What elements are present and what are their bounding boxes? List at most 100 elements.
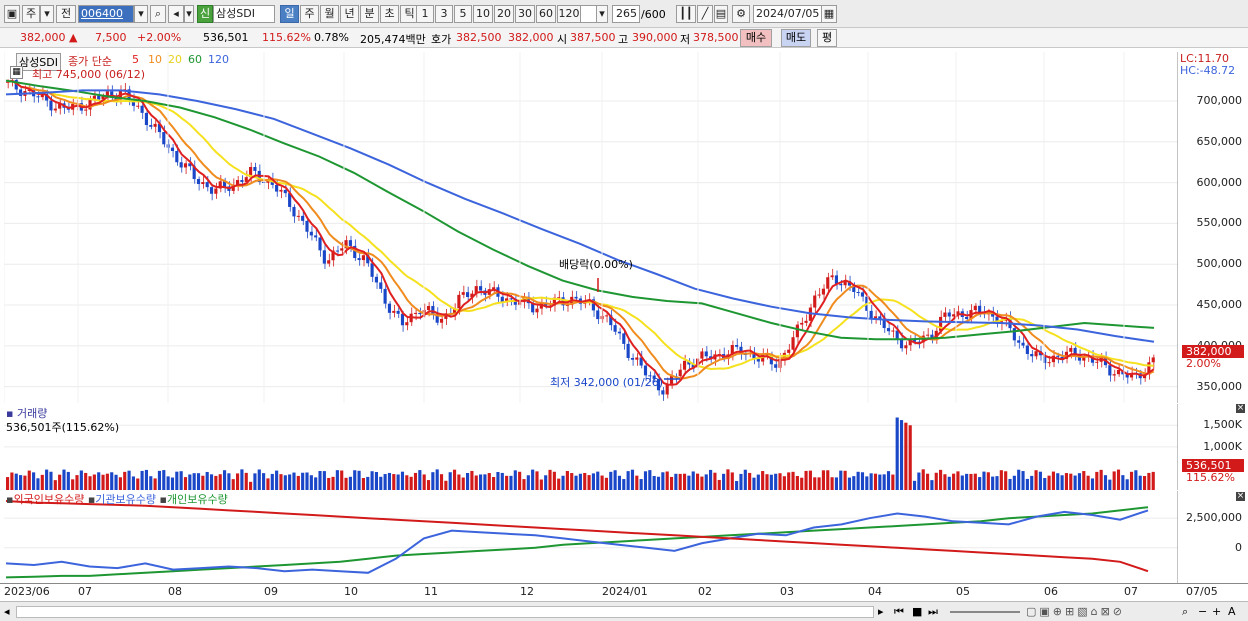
forward-icon[interactable]: ⏭ [928,605,938,618]
price-chart-svg[interactable] [4,52,1178,403]
volume-bar [75,475,79,490]
volume-panel[interactable]: ▪ 거래량 536,501주(115.62%) [4,404,1178,490]
scroll-right-icon[interactable]: ▸ [878,605,884,618]
volume-bar [492,477,496,490]
volume-bar [127,470,131,490]
period-tab[interactable]: 주 [300,5,319,23]
candle [366,255,370,264]
scroll-left-icon[interactable]: ◂ [4,605,10,618]
buy-button[interactable]: 매수 [740,29,772,47]
zoom-icon[interactable]: ⌕ [1182,605,1189,618]
zoom-in-icon[interactable]: + [1212,605,1222,618]
ma120-line [5,89,1155,343]
search-icon[interactable]: ⌕ [150,5,166,23]
candle [1021,342,1025,346]
zoom-slider[interactable] [950,611,1020,613]
candle [839,283,843,286]
candle [19,89,23,96]
volume-bar [170,477,175,490]
price-tick-label: 450,000 [1196,298,1243,312]
scroll-track[interactable] [16,606,874,618]
code-input[interactable]: 006400 [78,5,134,23]
chevron-down-icon[interactable]: ▾ [134,5,148,23]
stock-name-field[interactable]: 삼성SDI [213,5,275,23]
volume-bar [674,473,678,490]
speaker-icon[interactable]: ◂ [168,5,184,23]
interval-button[interactable]: 60 [536,5,556,23]
volume-bar [40,474,44,490]
font-size-icon[interactable]: A [1228,605,1236,618]
chevron-down-icon[interactable]: ▾ [40,5,54,23]
sell-button[interactable]: 매도 [781,29,811,47]
count-input[interactable]: 265 [612,5,640,23]
tool-icons[interactable]: ▢▣⊕⊞▧⌂⊠⊘ [1026,605,1126,618]
candle-type-icon[interactable]: ┃┃ [676,5,696,23]
candle [301,215,305,221]
marker-icon: ▪ [6,493,14,506]
period-tab[interactable]: 초 [380,5,399,23]
interval-button[interactable]: 5 [454,5,472,23]
volume-bar [587,475,591,490]
volume-bar [1047,475,1051,490]
price-chart-panel[interactable]: 삼성SDI 종가 단순 5 10 20 60 120 ▦ 최고 745,000 … [4,52,1178,403]
volume-bar [1060,475,1064,490]
chart-toolbar: ▣ 주 ▾ 전 006400 ▾ ⌕ ◂ ▾ 신 삼성SDI ▾ 265 /60… [0,0,1248,28]
up-arrow-icon: ▲ [69,31,78,44]
volume-bar [179,471,183,490]
volume-bar [1077,473,1082,490]
candle [370,263,374,277]
volume-bar [175,471,179,490]
stop-icon[interactable]: ■ [912,605,923,618]
chevron-down-icon[interactable]: ▾ [184,5,194,23]
period-tab[interactable]: 년 [340,5,359,23]
candle [813,295,817,308]
volume-bar [479,474,483,490]
volume-bar [986,472,990,490]
chevron-down-icon[interactable]: ▾ [596,5,608,23]
volume-bar [960,475,964,490]
interval-button[interactable]: 3 [435,5,453,23]
volume-bar [192,473,196,490]
period-tab[interactable]: 분 [360,5,379,23]
volume-bar [92,474,96,490]
draw-tool-icon[interactable]: ╱ [697,5,713,23]
candle [1064,351,1069,359]
layout-icon[interactable]: ▣ [4,5,20,23]
save-icon[interactable]: ▤ [714,5,728,23]
holding-panel[interactable]: ▪외국인보유수량 ▪기관보유수량 ▪개인보유수량 [4,491,1178,583]
candle [379,282,383,289]
close-icon[interactable]: × [1236,403,1245,413]
volume-bar [266,478,270,490]
period-tab[interactable]: 일 [280,5,299,23]
rewind-icon[interactable]: ⏮ [894,605,904,618]
market-select[interactable]: 주 [22,5,40,23]
gear-icon[interactable]: ⚙ [732,5,750,23]
candle [800,322,804,325]
candle [1095,361,1099,363]
date-label: 07 [78,585,92,598]
volume-bar [774,473,778,490]
interval-button[interactable]: 120 [557,5,581,23]
interval-button[interactable]: 1 [416,5,434,23]
candle [192,166,196,180]
volume-bar [1064,473,1069,490]
close-icon[interactable]: × [1236,491,1245,501]
volume-bar [952,473,956,490]
interval-button[interactable]: 20 [494,5,514,23]
calendar-icon[interactable]: ▦ [821,5,837,23]
volume-bar [448,472,452,490]
average-button[interactable]: 평 [817,29,837,47]
zoom-out-icon[interactable]: − [1198,605,1208,618]
volume-bar [131,476,135,490]
candle [218,181,222,189]
period-tab[interactable]: 월 [320,5,339,23]
candle [1017,340,1021,343]
candle [643,365,648,376]
holding-chart-svg[interactable] [4,491,1178,583]
interval-button[interactable]: 30 [515,5,535,23]
prev-button[interactable]: 전 [56,5,76,23]
change-percent: +2.00% [137,31,182,44]
grid-toggle-icon[interactable]: ▦ [10,66,23,79]
interval-button[interactable]: 10 [473,5,493,23]
volume-chart-svg[interactable] [4,404,1178,490]
